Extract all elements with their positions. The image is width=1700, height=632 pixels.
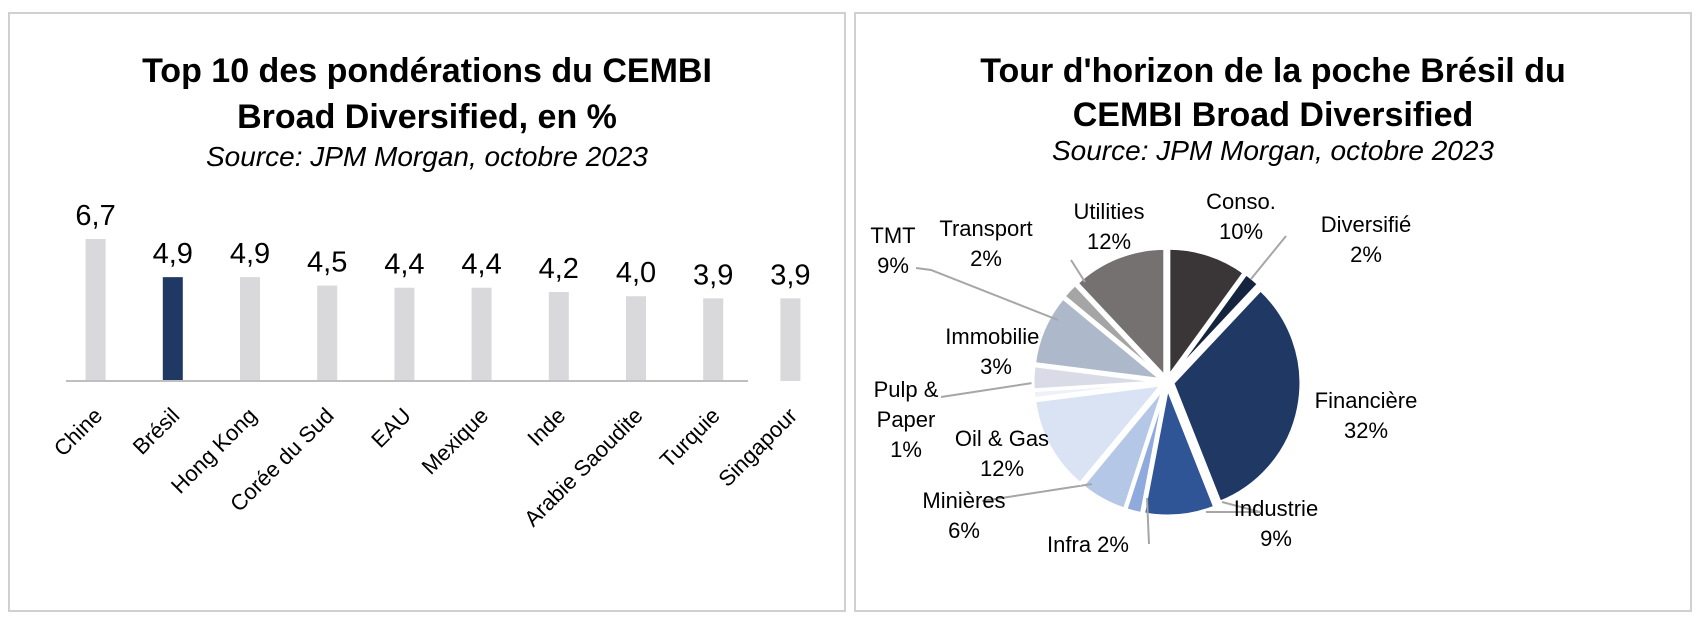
pie-slice-3 — [1141, 382, 1217, 518]
pie-leader-line-9 — [915, 267, 1059, 321]
bar-chart-title-line2: Broad Diversified, en % — [237, 98, 617, 136]
pie-leader-line-7 — [940, 381, 1040, 398]
bar-chart-subtitle: Source: JPM Morgan, octobre 2023 — [205, 141, 648, 172]
pie-label-6: Oil & Gas 12% — [955, 426, 1049, 481]
pie-chart-plot: Conso. 10% Diversifié 2% Financière 32% Indust… — [870, 189, 1418, 557]
pie-slice-8 — [1031, 364, 1162, 392]
bar-category-label-1: Brésil — [128, 403, 185, 460]
pie-label-3: Industrie 9% — [1234, 496, 1318, 551]
pie-slice-11 — [1075, 246, 1167, 381]
pie-leader-line-3 — [1206, 501, 1261, 513]
bar-3 — [317, 285, 338, 381]
bar-4 — [394, 287, 415, 381]
pie-label-7: Pulp & Paper 1% — [874, 377, 939, 462]
bar-value-label-8: 3,9 — [693, 259, 733, 291]
pie-label-5: Minières 6% — [922, 488, 1005, 543]
bar-0 — [85, 239, 106, 381]
pie-leader-line-5 — [981, 483, 1093, 502]
bar-value-label-5: 4,4 — [461, 249, 501, 281]
bar-8 — [703, 298, 724, 381]
bar-1 — [162, 277, 183, 381]
bar-value-label-4: 4,4 — [384, 249, 424, 281]
pie-leader-line-11 — [1070, 259, 1086, 283]
bar-7 — [626, 296, 646, 381]
bar-value-label-3: 4,5 — [307, 247, 347, 279]
pie-chart-panel: Tour d'horizon de la poche Brésil du CEM… — [854, 12, 1692, 612]
bar-category-label-5: Mexique — [417, 403, 493, 479]
bar-6 — [548, 291, 569, 381]
bar-category-label-0: Chine — [49, 403, 107, 461]
bar-value-label-1: 4,9 — [153, 238, 193, 270]
pie-slice-6 — [1033, 382, 1166, 486]
bar-value-label-7: 4,0 — [616, 257, 656, 289]
bar-chart-panel: Top 10 des pondérations du CEMBI Broad D… — [8, 12, 846, 612]
pie-label-2: Financière 32% — [1315, 388, 1418, 443]
bar-value-label-0: 6,7 — [75, 200, 115, 232]
pie-label-1: Diversifié 2% — [1321, 212, 1411, 267]
bar-chart-title-line1: Top 10 des pondérations du CEMBI — [142, 52, 712, 90]
bar-value-label-9: 3,9 — [770, 259, 810, 291]
bar-category-label-9: Singapour — [713, 403, 802, 492]
bar-9 — [780, 298, 801, 381]
pie-slice-2 — [1171, 287, 1303, 505]
pie-label-0: Conso. 10% — [1206, 189, 1276, 244]
pie-label-8: Immobilier 3% — [945, 324, 1046, 379]
pie-chart-title-line2: CEMBI Broad Diversified — [1072, 96, 1474, 134]
bar-category-label-6: Inde — [522, 403, 570, 451]
pie-chart-title-line1: Tour d'horizon de la poche Brésil du — [980, 52, 1566, 90]
pie-label-9: TMT 9% — [870, 223, 915, 278]
bar-category-label-4: EAU — [366, 403, 416, 453]
pie-leader-line-4 — [1146, 497, 1150, 545]
pie-chart-subtitle: Source: JPM Morgan, octobre 2023 — [1051, 135, 1494, 166]
pie-leader-line-1 — [1250, 235, 1287, 280]
pie-slice-9 — [1032, 295, 1167, 382]
pie-label-10: Transport 2% — [939, 216, 1032, 271]
pie-slice-10 — [1061, 282, 1164, 380]
bar-category-label-8: Turquie — [655, 403, 725, 473]
pie-slice-0 — [1167, 246, 1247, 381]
bar-value-label-2: 4,9 — [230, 238, 270, 270]
pie-slice-4 — [1124, 387, 1167, 516]
pie-label-4: Infra 2% — [1047, 532, 1129, 557]
bar-2 — [240, 277, 260, 381]
bar-5 — [471, 287, 492, 381]
pie-label-11: Utilities 12% — [1074, 199, 1145, 254]
bar-value-label-6: 4,2 — [539, 253, 579, 285]
